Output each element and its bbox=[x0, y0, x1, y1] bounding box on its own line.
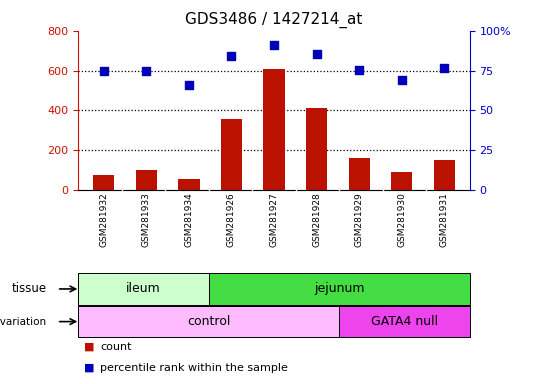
Text: GSM281932: GSM281932 bbox=[99, 192, 109, 247]
Bar bbox=[434, 160, 455, 190]
Point bbox=[227, 53, 236, 59]
Point bbox=[440, 65, 449, 71]
Text: percentile rank within the sample: percentile rank within the sample bbox=[100, 363, 288, 373]
Bar bbox=[78, 273, 209, 305]
Bar bbox=[264, 69, 285, 190]
Bar bbox=[178, 179, 200, 190]
Point bbox=[142, 68, 151, 74]
Point bbox=[270, 41, 279, 48]
Text: tissue: tissue bbox=[12, 283, 47, 295]
Bar bbox=[136, 170, 157, 190]
Bar bbox=[78, 306, 339, 337]
Text: GATA4 null: GATA4 null bbox=[371, 315, 438, 328]
Text: jejunum: jejunum bbox=[314, 283, 364, 295]
Text: ■: ■ bbox=[84, 363, 94, 373]
Bar bbox=[348, 158, 370, 190]
Bar bbox=[339, 306, 470, 337]
Text: ■: ■ bbox=[84, 342, 94, 352]
Point bbox=[99, 68, 108, 74]
Text: ileum: ileum bbox=[126, 283, 161, 295]
Point bbox=[312, 51, 321, 57]
Text: GSM281928: GSM281928 bbox=[312, 192, 321, 247]
Text: GSM281926: GSM281926 bbox=[227, 192, 236, 247]
Text: GSM281929: GSM281929 bbox=[355, 192, 363, 247]
Text: GSM281931: GSM281931 bbox=[440, 192, 449, 247]
Text: GSM281934: GSM281934 bbox=[185, 192, 193, 247]
Text: GSM281930: GSM281930 bbox=[397, 192, 406, 247]
Bar bbox=[221, 119, 242, 190]
Bar bbox=[209, 273, 470, 305]
Text: count: count bbox=[100, 342, 131, 352]
Text: genotype/variation: genotype/variation bbox=[0, 316, 47, 327]
Text: control: control bbox=[187, 315, 231, 328]
Point bbox=[355, 66, 363, 73]
Text: GSM281933: GSM281933 bbox=[142, 192, 151, 247]
Title: GDS3486 / 1427214_at: GDS3486 / 1427214_at bbox=[185, 12, 363, 28]
Text: GSM281927: GSM281927 bbox=[269, 192, 279, 247]
Point bbox=[185, 81, 193, 88]
Point bbox=[397, 76, 406, 83]
Bar bbox=[391, 172, 413, 190]
Bar bbox=[306, 108, 327, 190]
Bar bbox=[93, 175, 114, 190]
